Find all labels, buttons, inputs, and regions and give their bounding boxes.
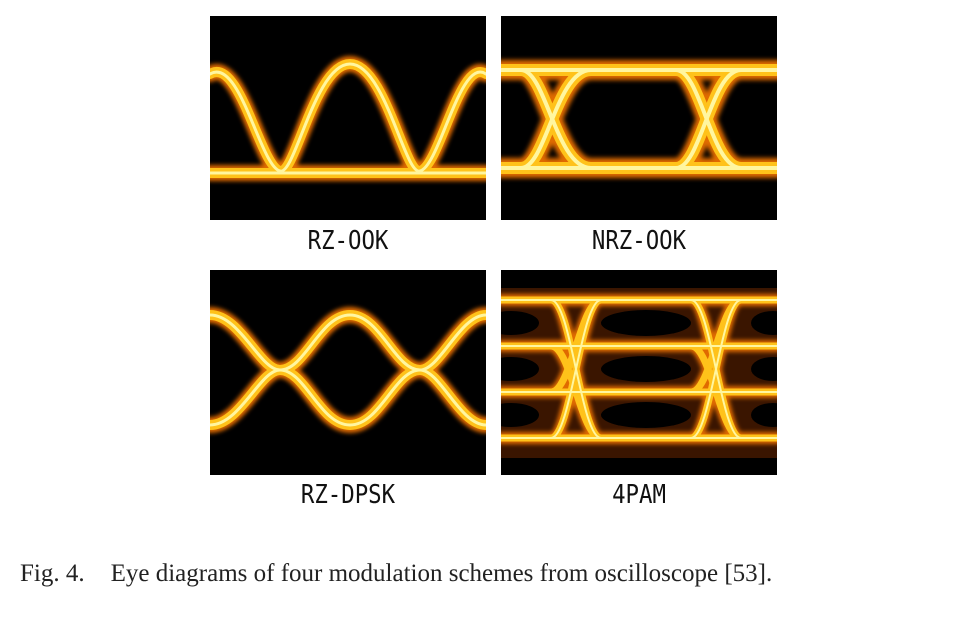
- eye-diagram-4pam: [501, 270, 777, 475]
- eye-diagram-nrz-ook: [501, 16, 777, 220]
- figure-number: Fig. 4.: [20, 560, 85, 587]
- 4pam-trace: [501, 288, 777, 458]
- panel-label-nrz-ook: NRZ-OOK: [591, 226, 687, 256]
- panel-label-rz-ook: RZ-OOK: [307, 226, 389, 256]
- eye-diagram-rz-ook: [210, 16, 486, 220]
- rz-dpsk-trace: [210, 306, 486, 434]
- nrz-ook-trace: [501, 60, 777, 178]
- panel-label-4pam: 4PAM: [612, 480, 666, 510]
- eye-diagram-rz-dpsk: [210, 270, 486, 475]
- figure-caption: Fig. 4. Eye diagrams of four modulation s…: [20, 560, 950, 588]
- figure-caption-text: Eye diagrams of four modulation schemes …: [110, 560, 773, 587]
- rz-ook-trace: [210, 55, 486, 181]
- panel-label-rz-dpsk: RZ-DPSK: [300, 480, 396, 510]
